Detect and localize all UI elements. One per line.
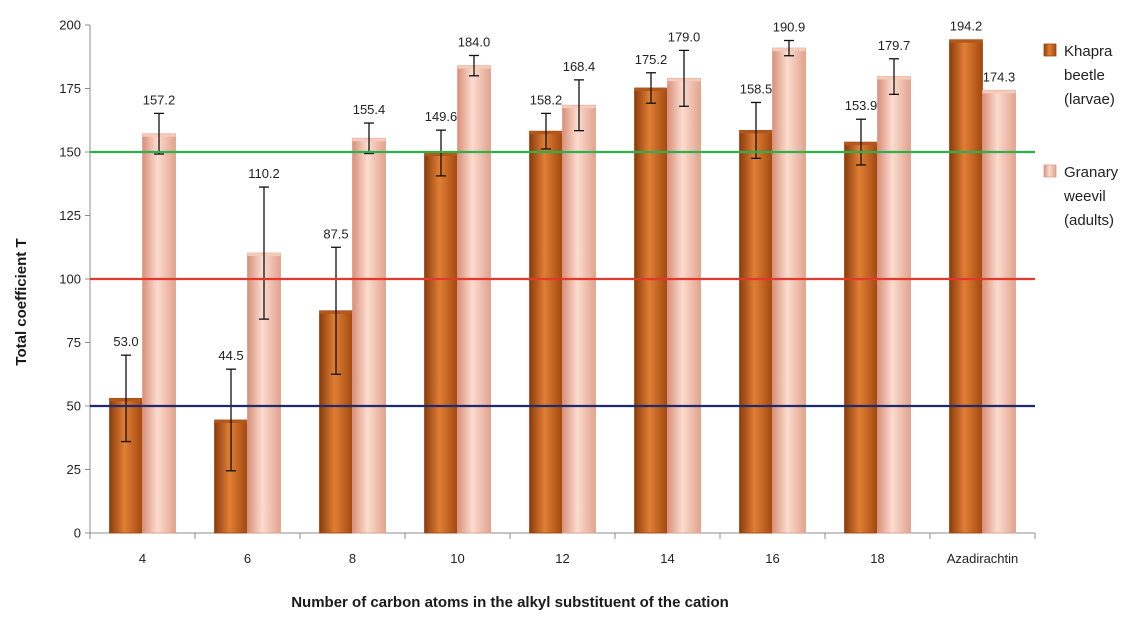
x-tick-label: 4 xyxy=(139,551,146,566)
legend-label: (larvae) xyxy=(1064,91,1115,108)
data-label: 158.2 xyxy=(530,92,563,107)
data-label: 53.0 xyxy=(113,334,138,349)
data-label: 149.6 xyxy=(425,109,458,124)
bar-granary xyxy=(667,77,701,534)
bar-granary xyxy=(982,89,1016,534)
x-axis-title: Number of carbon atoms in the alkyl subs… xyxy=(291,594,729,611)
legend-label: Khapra xyxy=(1064,43,1113,60)
legend-label: Granary xyxy=(1064,164,1119,181)
x-tick-label: 14 xyxy=(660,551,674,566)
legend-swatch-khapra xyxy=(1043,43,1057,57)
x-tick-label: 18 xyxy=(870,551,884,566)
x-tick-label: 16 xyxy=(765,551,779,566)
data-label: 190.9 xyxy=(773,19,806,34)
legend-label: weevil xyxy=(1063,188,1106,205)
legend-swatch-granary xyxy=(1043,164,1057,178)
x-tick-label: 10 xyxy=(450,551,464,566)
y-tick-label: 150 xyxy=(59,145,81,160)
y-tick-label: 0 xyxy=(74,526,81,541)
bar-khapra xyxy=(634,87,668,534)
x-tick-label: 12 xyxy=(555,551,569,566)
bar-granary xyxy=(562,104,596,534)
y-tick-label: 100 xyxy=(59,272,81,287)
data-label: 158.5 xyxy=(740,81,773,96)
data-label: 153.9 xyxy=(845,98,878,113)
bar-khapra xyxy=(844,141,878,534)
y-tick-label: 25 xyxy=(67,462,81,477)
data-label: 157.2 xyxy=(143,92,176,107)
data-label: 175.2 xyxy=(635,52,668,67)
bar-khapra xyxy=(739,130,773,534)
data-label: 155.4 xyxy=(353,102,386,117)
x-tick-label: 8 xyxy=(349,551,356,566)
y-tick-label: 175 xyxy=(59,81,81,96)
bar-top xyxy=(982,90,1016,94)
bar-granary xyxy=(877,76,911,534)
bar-khapra xyxy=(424,152,458,534)
legend-label: (adults) xyxy=(1064,212,1114,229)
y-tick-label: 75 xyxy=(67,335,81,350)
y-tick-label: 200 xyxy=(59,18,81,33)
legend-label: beetle xyxy=(1064,67,1105,84)
bar-khapra xyxy=(529,130,563,534)
bar-granary xyxy=(772,47,806,534)
data-label: 174.3 xyxy=(983,69,1016,84)
data-label: 184.0 xyxy=(458,34,491,49)
data-label: 44.5 xyxy=(218,348,243,363)
bar-top xyxy=(949,39,983,43)
bar-granary xyxy=(352,137,386,534)
bar-khapra xyxy=(949,39,983,534)
data-label: 87.5 xyxy=(323,226,348,241)
bar-granary xyxy=(142,133,176,534)
y-axis-title: Total coefficient T xyxy=(13,238,30,365)
y-tick-label: 50 xyxy=(67,399,81,414)
x-tick-label: Azadirachtin xyxy=(947,551,1019,566)
data-label: 110.2 xyxy=(248,166,280,181)
data-label: 179.7 xyxy=(878,38,911,53)
y-tick-label: 125 xyxy=(59,208,81,223)
bar-granary xyxy=(457,65,491,534)
data-label: 168.4 xyxy=(563,59,596,74)
data-label: 179.0 xyxy=(668,29,701,44)
data-label: 194.2 xyxy=(950,19,983,34)
x-tick-label: 6 xyxy=(244,551,251,566)
